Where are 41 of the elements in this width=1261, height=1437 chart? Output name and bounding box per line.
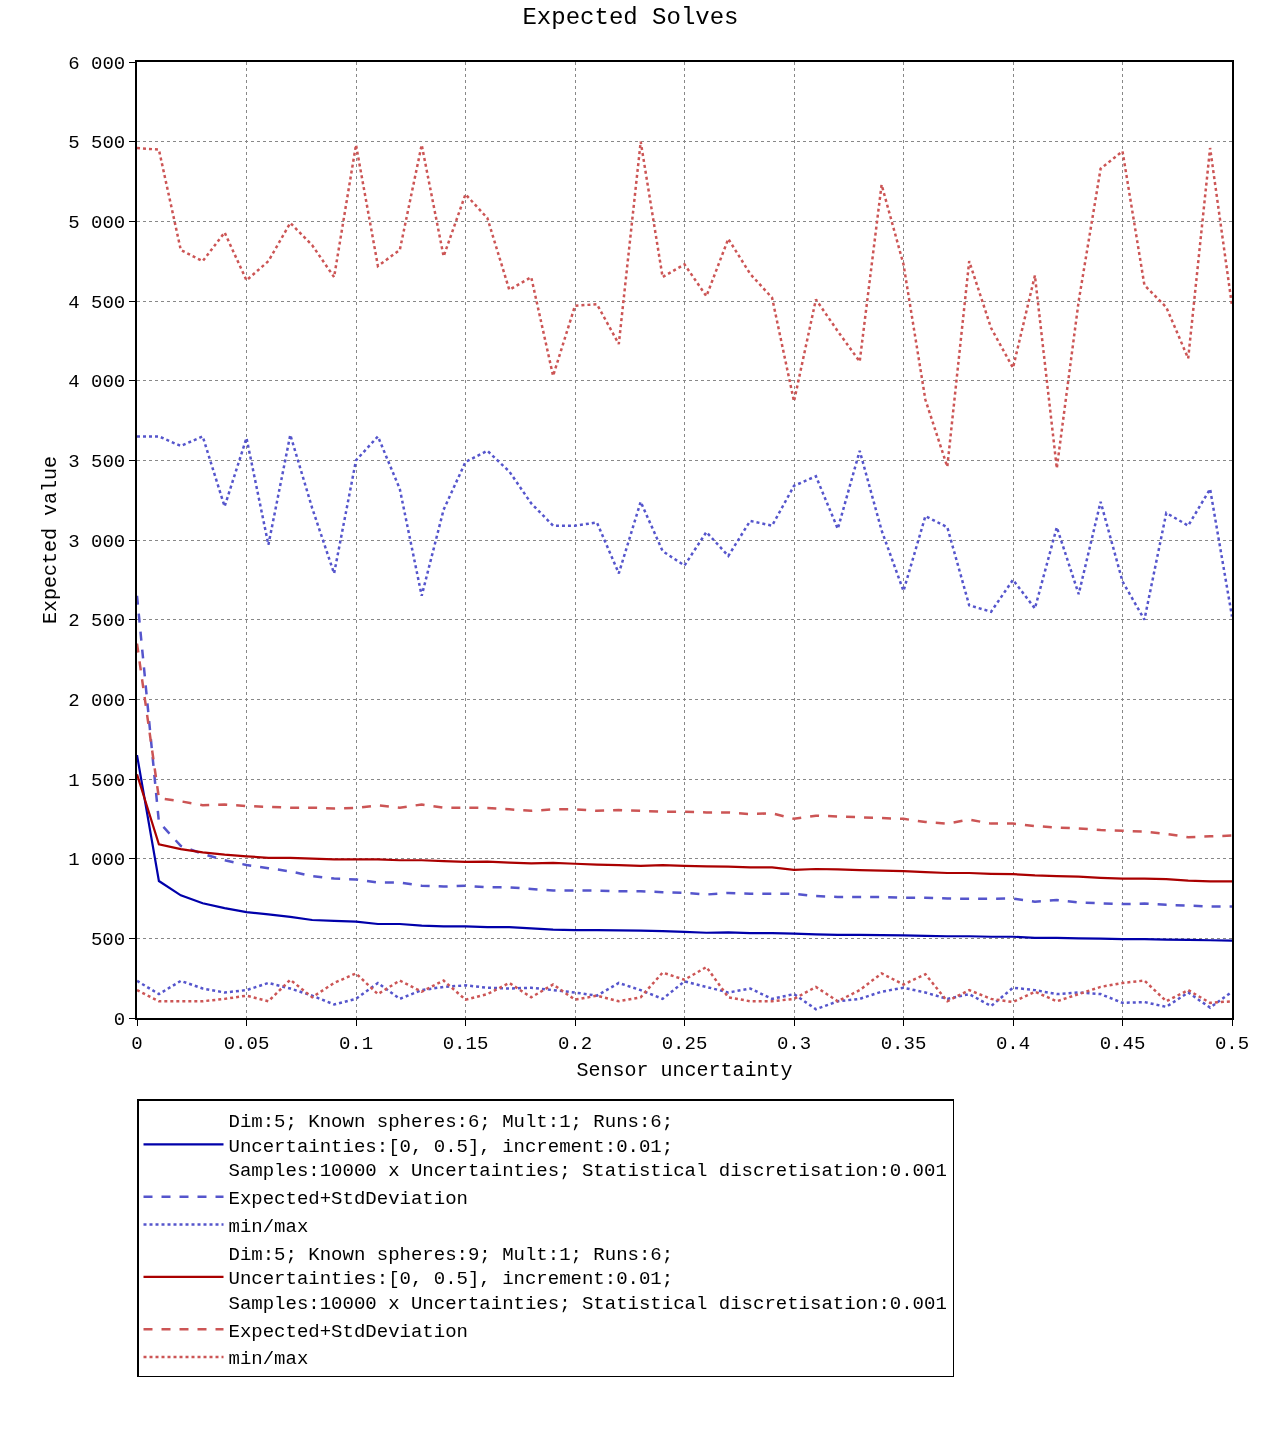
y-tick-label: 0 — [113, 1008, 126, 1031]
legend-label: min/max — [228, 1215, 309, 1238]
x-tick-label: 0 — [131, 1032, 143, 1055]
y-tick-label: 3 000 — [68, 530, 126, 553]
y-tick-label: 500 — [90, 928, 126, 951]
line-series — [137, 773, 1232, 883]
chart-title: Expected Solves — [522, 3, 739, 31]
legend-label: Expected+StdDeviation — [228, 1320, 468, 1343]
y-tick-label: 1 000 — [68, 849, 126, 872]
x-tick-label: 0.35 — [880, 1032, 927, 1055]
x-tick-label: 0.05 — [223, 1032, 270, 1055]
line-series — [137, 642, 1232, 839]
line-series — [137, 594, 1232, 908]
line-series — [137, 979, 1232, 1011]
y-tick-label: 1 500 — [68, 769, 126, 792]
y-tick-label: 5 000 — [68, 211, 126, 234]
x-tick-label: 0.1 — [338, 1032, 374, 1055]
line-series — [137, 754, 1232, 942]
y-axis-title: Expected value — [39, 455, 63, 625]
x-tick-label: 0.3 — [776, 1032, 812, 1055]
x-tick-label: 0.5 — [1214, 1032, 1250, 1055]
legend-label: min/max — [228, 1348, 309, 1371]
x-tick-label: 0.4 — [995, 1032, 1031, 1055]
y-tick-label: 5 500 — [68, 132, 126, 155]
legend-label: Expected+StdDeviation — [228, 1188, 468, 1211]
y-tick-label: 4 000 — [68, 371, 126, 394]
y-tick-label: 4 500 — [68, 291, 126, 314]
y-tick-label: 2 500 — [68, 610, 126, 633]
line-series — [137, 965, 1232, 1005]
legend-label: Dim:5; Known spheres:9; Mult:1; Runs:6; Uncertainties:[0, 0.5], increment:0.01; Samples:10000 x Uncertainties; Statistical discretisation:0.001 — [228, 1243, 947, 1315]
x-tick-label: 0.2 — [557, 1032, 593, 1055]
legend-label: Dim:5; Known spheres:6; Mult:1; Runs:6; Uncertainties:[0, 0.5], increment:0.01; Samples:10000 x Uncertainties; Statistical discretisation:0.001 — [228, 1111, 947, 1183]
y-tick-label: 6 000 — [68, 52, 126, 75]
line-series — [137, 140, 1232, 470]
x-tick-label: 0.25 — [661, 1032, 708, 1055]
y-tick-label: 2 000 — [68, 689, 126, 712]
y-tick-label: 3 500 — [68, 450, 126, 473]
line-series — [137, 433, 1232, 621]
x-tick-label: 0.15 — [442, 1032, 489, 1055]
x-tick-label: 0.45 — [1099, 1032, 1146, 1055]
x-axis-title: Sensor uncertainty — [576, 1058, 793, 1082]
